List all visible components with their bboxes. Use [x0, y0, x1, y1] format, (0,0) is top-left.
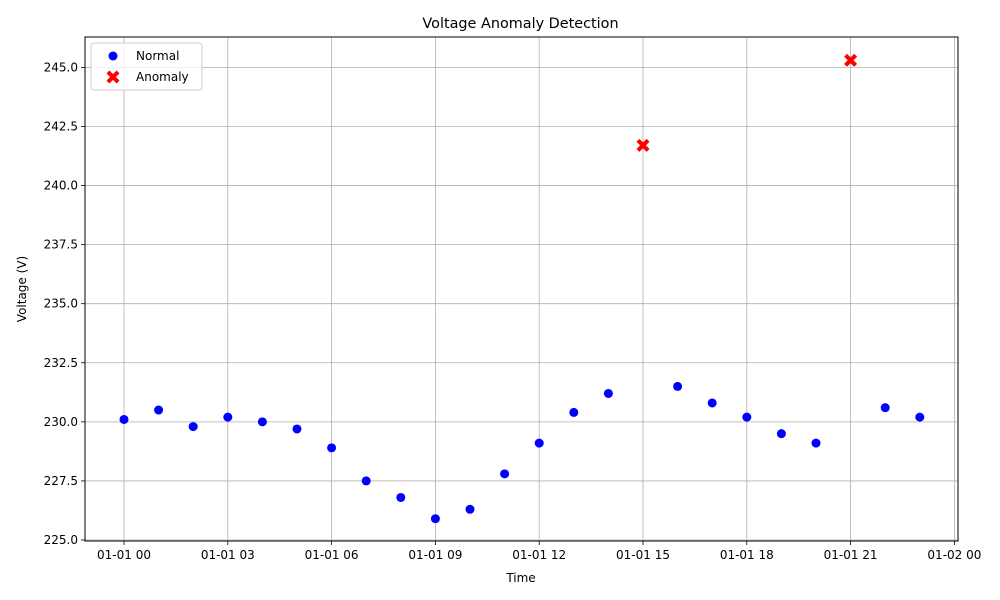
normal-point: [742, 412, 752, 422]
y-tick-label: 242.5: [44, 119, 78, 133]
y-tick-label: 245.0: [44, 60, 78, 74]
normal-point: [707, 398, 717, 408]
grid: [85, 37, 958, 541]
x-tick-label: 01-02 00: [927, 548, 981, 562]
x-tick-label: 01-01 15: [616, 548, 670, 562]
normal-point: [223, 412, 233, 422]
normal-point: [915, 412, 925, 422]
normal-point: [188, 422, 198, 432]
normal-point: [811, 438, 821, 448]
legend-label-anomaly: Anomaly: [136, 70, 189, 84]
normal-point: [396, 492, 406, 502]
x-tick-label: 01-01 12: [512, 548, 566, 562]
plot-frame: [84, 36, 959, 542]
legend-marker-normal: [108, 51, 118, 61]
anomaly-point: [844, 53, 858, 67]
x-tick-label: 01-01 00: [97, 548, 151, 562]
normal-point: [500, 469, 510, 479]
normal-point: [257, 417, 267, 427]
normal-point: [292, 424, 302, 434]
normal-point: [880, 403, 890, 413]
normal-point: [119, 414, 129, 424]
normal-point: [603, 388, 613, 398]
legend: Normal Anomaly: [90, 42, 203, 91]
normal-point: [361, 476, 371, 486]
y-tick-label: 235.0: [44, 297, 78, 311]
normal-point: [154, 405, 164, 415]
legend-box: [90, 42, 203, 91]
y-axis-label: Voltage (V): [15, 256, 29, 322]
x-tick-label: 01-01 18: [720, 548, 774, 562]
normal-point: [430, 514, 440, 524]
normal-point: [673, 381, 683, 391]
chart-title: Voltage Anomaly Detection: [422, 16, 618, 32]
y-tick-label: 227.5: [44, 474, 78, 488]
y-tick-label: 237.5: [44, 238, 78, 252]
y-axis-ticks: 225.0 227.5 230.0 232.5 235.0 237.5 240.0 242.5…: [44, 60, 85, 547]
legend-marker-anomaly: [106, 70, 120, 84]
normal-point: [327, 443, 337, 453]
y-tick-label: 240.0: [44, 179, 78, 193]
normal-point: [534, 438, 544, 448]
y-tick-label: 225.0: [44, 533, 78, 547]
y-tick-label: 232.5: [44, 356, 78, 370]
legend-label-normal: Normal: [136, 49, 179, 63]
data-points: [119, 53, 925, 524]
x-tick-label: 01-01 03: [201, 548, 255, 562]
x-axis-ticks: 01-01 00 01-01 03 01-01 06 01-01 09 01-01 12…: [97, 541, 981, 562]
anomaly-point: [636, 138, 650, 152]
y-tick-label: 230.0: [44, 415, 78, 429]
x-tick-label: 01-01 06: [305, 548, 359, 562]
x-tick-label: 01-01 09: [408, 548, 462, 562]
x-axis-label: Time: [505, 571, 535, 585]
x-tick-label: 01-01 21: [824, 548, 878, 562]
normal-point: [776, 429, 786, 439]
normal-point: [465, 504, 475, 514]
normal-point: [569, 407, 579, 417]
